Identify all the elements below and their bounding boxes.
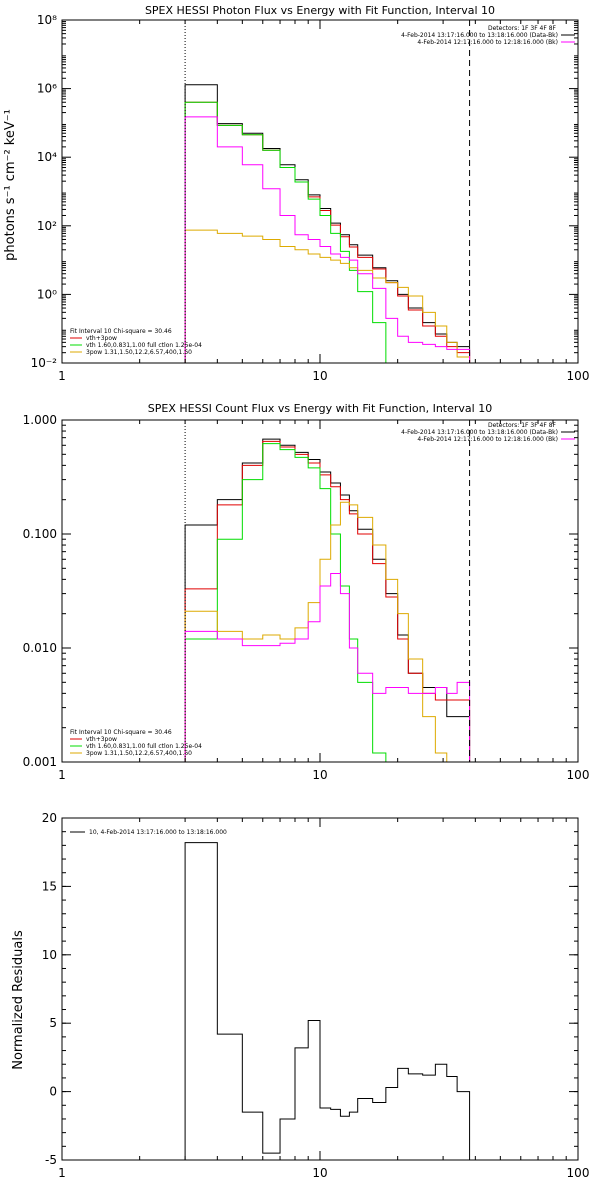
photon-flux-panel: SPEX HESSI Photon Flux vs Energy with Fi… (3, 4, 589, 383)
y-tick-label-0-100: 0.100 (23, 527, 57, 541)
count-flux-legend-bottom-left: Fit Interval 10 Chi-square = 30.46 vth+3… (70, 729, 202, 757)
y-tick-label-5: 5 (49, 1016, 57, 1030)
count-flux-title: SPEX HESSI Count Flux vs Energy with Fit… (148, 402, 492, 415)
y-tick-label-10: 10⁸ (37, 13, 57, 27)
photon-flux-legend-entry-bk: 4-Feb-2014 12:17:16.000 to 12:18:16.000 … (417, 39, 558, 46)
y-tick-label-10: 10⁶ (37, 82, 57, 96)
y-tick-label-0-010: 0.010 (23, 641, 57, 655)
count-flux-legend-entry-bk: 4-Feb-2014 12:17:16.000 to 12:18:16.000 … (417, 436, 558, 443)
y-tick-label-10: 10⁻² (31, 356, 58, 370)
x-tick-label-1: 1 (58, 768, 66, 782)
photon-flux-legend-bottom-left: Fit Interval 10 Chi-square = 30.46 vth+3… (70, 328, 202, 356)
photon-flux-legend-header: Detectors: 1F 3F 4F 8F (488, 25, 557, 32)
residuals-panel: Normalized Residuals 10, 4-Feb-2014 13:1… (11, 811, 589, 1180)
y-tick-label-10: 10⁴ (37, 150, 57, 164)
series-bk-line (184, 116, 471, 363)
x-tick-label-10: 10 (312, 768, 327, 782)
x-tick-label-10: 10 (312, 369, 327, 383)
residuals-y-axis-label: Normalized Residuals (11, 930, 26, 1070)
photon-flux-fit-entry-vth: vth 1.60,0.831,1.00 full ctlon 1.25e-04 (86, 342, 202, 349)
series-residuals-line (184, 842, 471, 1160)
count-flux-fit-entry-vth: vth 1.60,0.831,1.00 full ctlon 1.25e-04 (86, 743, 202, 750)
plot-frame (61, 19, 579, 364)
x-tick-label-10: 10 (312, 1166, 327, 1180)
photon-flux-y-axis-label: photons s⁻¹ cm⁻² keV⁻¹ (3, 109, 18, 261)
y-tick-label-5: -5 (45, 1153, 57, 1167)
series-bk-line (184, 573, 471, 762)
y-tick-label-10: 10⁰ (37, 287, 57, 301)
photon-flux-legend-entry-data: 4-Feb-2014 13:17:16.000 to 13:18:16.000 … (401, 32, 558, 39)
series-data-bk-line (184, 438, 471, 762)
series-vth-3pow-line (184, 440, 471, 762)
plot-frame (61, 817, 579, 1161)
series-3pow-line (184, 501, 471, 762)
residuals-legend: 10, 4-Feb-2014 13:17:16.000 to 13:18:16.… (70, 829, 227, 836)
photon-flux-fit-header: Fit Interval 10 Chi-square = 30.46 (70, 328, 172, 335)
y-tick-label-0: 0 (49, 1085, 57, 1099)
series-data-bk-line (184, 84, 471, 363)
residuals-legend-entry: 10, 4-Feb-2014 13:17:16.000 to 13:18:16.… (89, 829, 227, 836)
y-tick-label-20: 20 (42, 811, 57, 825)
photon-flux-fit-entry-3pow: 3pow 1.31,1.50,12.2,6.57,400,1.60 (86, 349, 192, 356)
y-tick-label-10: 10² (37, 219, 57, 233)
y-tick-label-1-000: 1.000 (23, 413, 57, 427)
y-tick-label-15: 15 (42, 879, 57, 893)
x-tick-label-1: 1 (58, 1166, 66, 1180)
photon-flux-legend-top-right: Detectors: 1F 3F 4F 8F 4-Feb-2014 13:17:… (401, 25, 575, 46)
series-3pow-line (184, 229, 471, 363)
y-tick-label-0-001: 0.001 (23, 755, 57, 769)
series-vth-line (184, 101, 471, 363)
series-vth-line (184, 443, 471, 762)
photon-flux-fit-entry-total: vth+3pow (86, 335, 117, 342)
count-flux-legend-header: Detectors: 1F 3F 4F 8F (488, 422, 557, 429)
count-flux-legend-top-right: Detectors: 1F 3F 4F 8F 4-Feb-2014 13:17:… (401, 422, 575, 443)
count-flux-fit-header: Fit Interval 10 Chi-square = 30.46 (70, 729, 172, 736)
x-tick-label-100: 100 (567, 369, 590, 383)
photon-flux-title: SPEX HESSI Photon Flux vs Energy with Fi… (145, 4, 495, 17)
count-flux-fit-entry-total: vth+3pow (86, 736, 117, 743)
count-flux-legend-entry-data: 4-Feb-2014 13:17:16.000 to 13:18:16.000 … (401, 429, 558, 436)
count-flux-panel: SPEX HESSI Count Flux vs Energy with Fit… (23, 402, 590, 782)
count-flux-fit-entry-3pow: 3pow 1.31,1.50,12.2,6.57,400,1.60 (86, 750, 192, 757)
x-tick-label-1: 1 (58, 369, 66, 383)
series-vth-3pow-line (184, 101, 471, 363)
x-tick-label-100: 100 (567, 768, 590, 782)
x-tick-label-100: 100 (567, 1166, 590, 1180)
y-tick-label-10: 10 (42, 948, 57, 962)
